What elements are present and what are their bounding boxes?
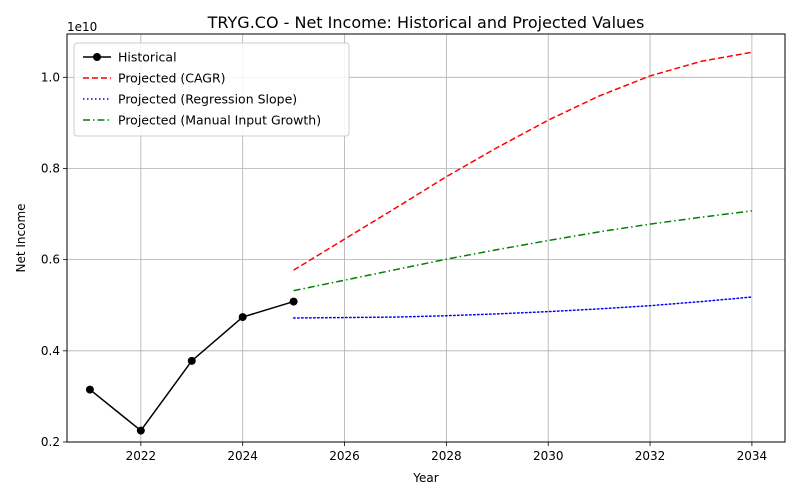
y-tick-label: 0.2 (41, 435, 60, 449)
series-layer (85, 51, 753, 435)
legend-entry: Projected (Regression Slope) (83, 92, 297, 107)
y-axis-label: Net Income (14, 203, 28, 272)
data-point-historical (289, 297, 298, 306)
legend-marker (93, 53, 101, 61)
x-tick-label: 2022 (126, 449, 157, 463)
series-line-historical (89, 300, 294, 432)
series-line-projected-manual-input-growth (293, 210, 752, 292)
y-tick-label: 0.6 (41, 253, 60, 267)
plot-area-frame (66, 33, 786, 443)
legend-label: Historical (118, 50, 177, 65)
legend-entry: Projected (Manual Input Growth) (83, 113, 321, 128)
x-axis-label: Year (412, 471, 438, 485)
chart-title: TRYG.CO - Net Income: Historical and Pro… (207, 13, 645, 32)
x-tick-label: 2034 (737, 449, 768, 463)
data-point-historical (136, 426, 145, 435)
y-tick-label: 0.4 (41, 344, 60, 358)
legend-label: Projected (Regression Slope) (118, 92, 297, 107)
legend: Historical Projected (CAGR) Projected (Reg… (73, 42, 350, 137)
x-tick-label: 2032 (635, 449, 666, 463)
legend-box (73, 42, 350, 137)
y-axis-offset-label: 1e10 (67, 20, 97, 34)
x-tick-label: 2028 (431, 449, 462, 463)
legend-entry: Historical (83, 50, 177, 65)
series-line-projected-cagr (293, 51, 753, 271)
y-tick-label: 0.8 (41, 161, 60, 175)
data-point-historical (238, 313, 247, 322)
legend-label: Projected (Manual Input Growth) (118, 113, 321, 128)
y-tick-label: 1.0 (41, 70, 60, 84)
legend-label: Projected (CAGR) (118, 71, 226, 86)
legend-entry: Projected (CAGR) (83, 71, 226, 86)
series-line-projected-regression-slope (292, 296, 753, 319)
x-tick-label: 2026 (329, 449, 360, 463)
x-axis-ticks: 2022 2024 2026 2028 2030 2032 2034 (126, 442, 768, 463)
y-axis-ticks: 0.2 0.4 0.6 0.8 1.0 (41, 70, 67, 449)
x-tick-label: 2030 (533, 449, 564, 463)
data-point-historical (187, 356, 196, 365)
data-point-historical (85, 385, 94, 394)
x-tick-label: 2024 (227, 449, 258, 463)
